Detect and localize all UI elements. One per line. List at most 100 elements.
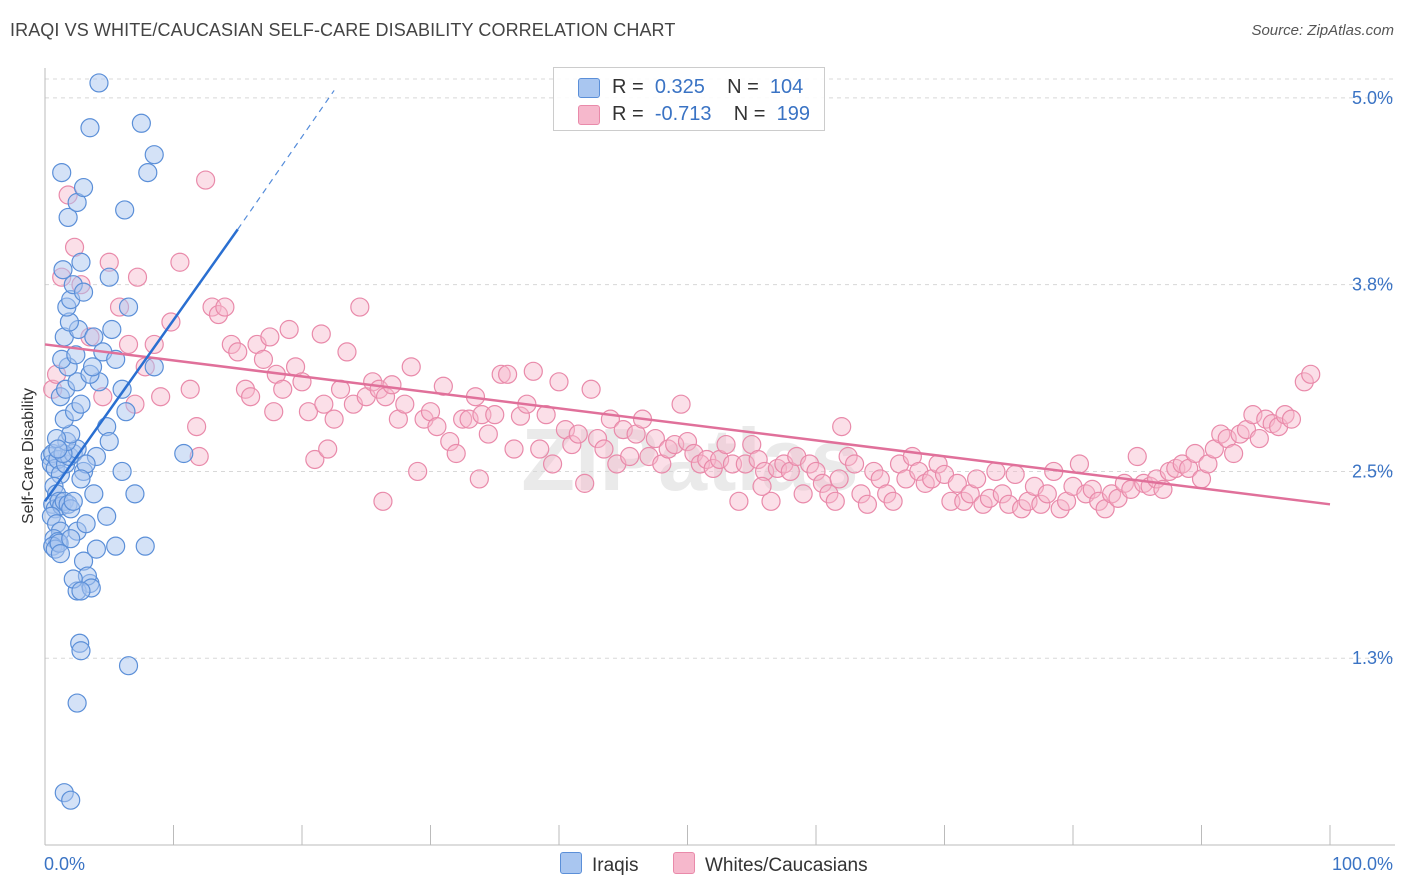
- iraqis-point: [73, 177, 94, 198]
- whites-point: [523, 361, 543, 381]
- whites-point: [838, 446, 858, 467]
- iraqis-point: [84, 484, 104, 504]
- whites-point: [1249, 428, 1269, 449]
- legend-n-label: N =: [733, 103, 766, 125]
- whites-point: [947, 473, 967, 493]
- whites-point: [857, 494, 878, 514]
- whites-point: [427, 417, 447, 437]
- whites-point: [735, 454, 755, 474]
- bottom-legend-label: Iraqis: [592, 855, 639, 876]
- whites-point: [408, 461, 428, 482]
- whites-point: [954, 491, 974, 511]
- iraqis-point: [116, 402, 136, 422]
- whites-point: [799, 454, 820, 474]
- whites-point: [1011, 499, 1032, 519]
- whites-point: [671, 394, 691, 414]
- whites-point: [613, 420, 633, 440]
- bottom-legend-whites: Whites/Caucasians: [673, 852, 868, 877]
- iraqis-point: [80, 118, 100, 138]
- chart-title: IRAQI VS WHITE/CAUCASIAN SELF-CARE DISAB…: [10, 20, 676, 40]
- whites-point: [1301, 364, 1321, 384]
- whites-point: [1037, 484, 1057, 504]
- whites-point: [716, 434, 736, 455]
- whites-point: [844, 454, 865, 474]
- whites-point: [373, 491, 393, 511]
- whites-point: [729, 491, 749, 511]
- whites-point: [260, 327, 280, 347]
- iraqis-point: [106, 536, 126, 556]
- whites-point: [1031, 494, 1051, 514]
- iraqis-point: [97, 506, 117, 526]
- y-tick-label: 2.5%: [1352, 461, 1393, 481]
- legend-swatch-pink: [578, 105, 600, 125]
- whites-point: [273, 379, 293, 399]
- whites-point: [498, 364, 518, 384]
- iraqis-point: [138, 162, 158, 183]
- whites-point: [864, 461, 884, 482]
- whites-point: [170, 252, 190, 272]
- iraqis-point: [99, 431, 119, 452]
- whites-point: [298, 402, 319, 422]
- whites-point: [401, 357, 421, 377]
- iraqis-point: [82, 357, 103, 377]
- whites-point: [253, 349, 274, 369]
- iraqis-point: [58, 207, 78, 228]
- whites-point: [645, 428, 665, 449]
- whites-point: [215, 297, 235, 317]
- whites-point: [491, 364, 511, 384]
- whites-point: [530, 439, 550, 459]
- whites-point: [196, 170, 216, 190]
- iraqis-point: [89, 73, 109, 93]
- whites-point: [1185, 443, 1205, 464]
- bottom-legend-label: Whites/Caucasians: [705, 855, 868, 876]
- whites-point: [986, 461, 1006, 482]
- whites-point: [1050, 499, 1070, 519]
- whites-point: [829, 469, 849, 489]
- whites-point: [395, 394, 415, 414]
- whites-point: [562, 434, 582, 455]
- whites-point: [1281, 409, 1302, 429]
- iraqis-trendline: [43, 228, 239, 503]
- whites-point: [581, 379, 601, 399]
- whites-point: [748, 449, 768, 470]
- iraqis-series: [40, 73, 194, 810]
- iraqis-point: [86, 539, 107, 559]
- legend-n-value: 199: [776, 103, 810, 125]
- whites-point: [575, 473, 595, 493]
- whites-series: [43, 170, 1321, 519]
- iraqis-point: [84, 327, 104, 347]
- whites-point: [311, 324, 331, 344]
- whites-point: [1294, 372, 1314, 392]
- iraqis-point: [71, 252, 91, 272]
- whites-point: [877, 484, 897, 504]
- whites-point: [1005, 464, 1025, 485]
- whites-point: [314, 394, 334, 414]
- iraqis-point: [118, 656, 139, 676]
- whites-point: [1243, 405, 1263, 425]
- y-tick-label: 5.0%: [1352, 88, 1393, 108]
- whites-point: [324, 409, 344, 429]
- iraqis-point: [115, 200, 135, 220]
- whites-point: [440, 431, 460, 452]
- whites-point: [305, 449, 325, 470]
- whites-point: [594, 439, 614, 459]
- bottom-legend-swatch-pink: [673, 852, 695, 874]
- whites-point: [127, 267, 148, 287]
- bottom-legend-swatch-blue: [560, 852, 582, 874]
- iraqis-point: [50, 544, 71, 564]
- whites-point: [992, 484, 1012, 504]
- whites-point: [1224, 443, 1244, 464]
- iraqis-point: [125, 484, 145, 504]
- legend-swatch-blue: [578, 78, 600, 98]
- whites-trendline: [44, 343, 1331, 506]
- iraqis-point: [99, 267, 119, 287]
- trendlines: [43, 90, 1331, 506]
- iraqis-point: [71, 581, 91, 601]
- whites-point: [883, 491, 903, 511]
- legend-r-value: -0.713: [654, 103, 712, 125]
- whites-point: [752, 476, 772, 496]
- whites-point: [151, 387, 171, 407]
- whites-point: [825, 491, 845, 511]
- whites-point: [180, 379, 200, 399]
- whites-point: [832, 417, 852, 437]
